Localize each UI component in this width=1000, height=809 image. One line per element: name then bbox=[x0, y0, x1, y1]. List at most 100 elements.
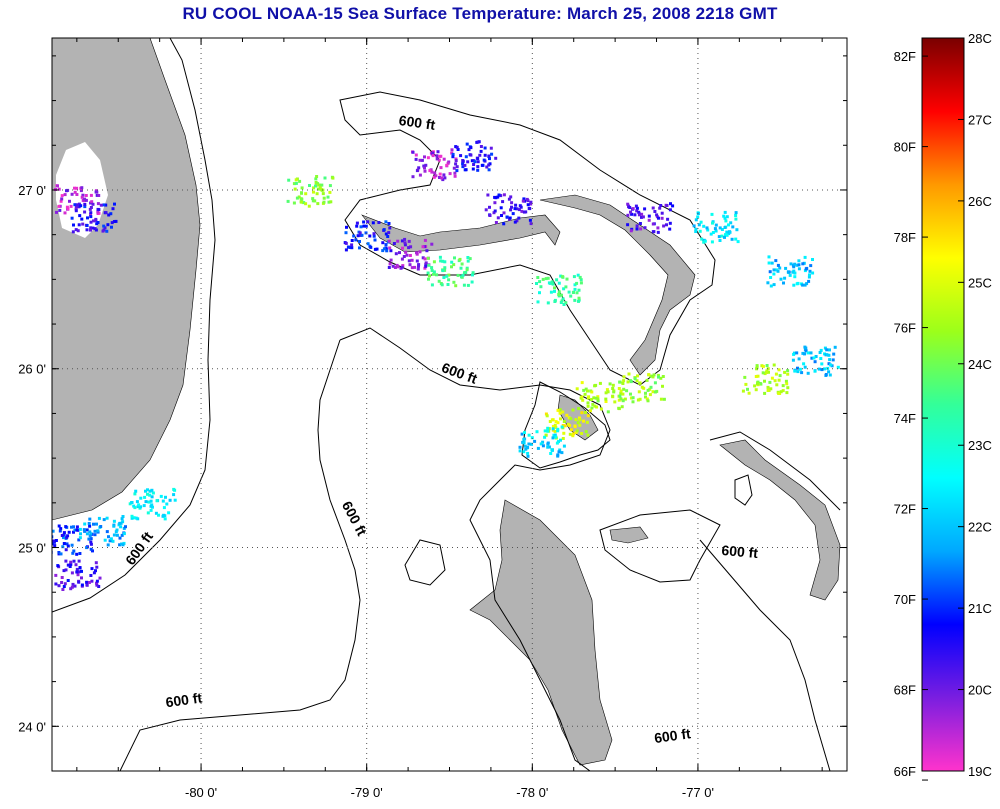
sst-pixel bbox=[73, 528, 77, 532]
sst-pixel bbox=[800, 371, 804, 375]
sst-pixel bbox=[453, 256, 456, 260]
fahrenheit-label: 78F bbox=[894, 230, 916, 245]
sst-pixel bbox=[668, 227, 672, 231]
sst-pixel bbox=[143, 495, 147, 499]
sst-pixel bbox=[820, 368, 824, 372]
sst-pixel bbox=[316, 187, 320, 191]
sst-pixel bbox=[71, 582, 75, 586]
sst-pixel bbox=[70, 525, 73, 529]
sst-pixel bbox=[95, 522, 98, 526]
sst-pixel bbox=[562, 303, 566, 306]
sst-pixel bbox=[60, 197, 64, 201]
fahrenheit-label: 74F bbox=[894, 411, 916, 426]
sst-pixel bbox=[358, 240, 361, 243]
sst-pixel bbox=[669, 202, 672, 206]
sst-pixel bbox=[793, 262, 797, 266]
sst-pixel bbox=[326, 195, 330, 199]
sst-pixel bbox=[461, 159, 465, 163]
sst-pixel bbox=[62, 536, 65, 540]
sst-pixel bbox=[72, 223, 75, 227]
sst-pixel bbox=[139, 505, 143, 509]
sst-pixel bbox=[563, 424, 567, 428]
sst-pixel bbox=[322, 196, 326, 200]
sst-pixel bbox=[655, 213, 659, 217]
sst-pixel bbox=[622, 379, 626, 383]
sst-pixel bbox=[443, 268, 447, 272]
sst-pixel bbox=[809, 351, 813, 355]
sst-pixel bbox=[761, 364, 765, 368]
sst-pixel bbox=[723, 210, 727, 214]
sst-pixel bbox=[702, 240, 706, 244]
sst-pixel bbox=[162, 513, 166, 517]
sst-pixel bbox=[811, 271, 815, 275]
sst-pixel bbox=[297, 195, 301, 199]
sst-pixel bbox=[461, 165, 465, 169]
sst-pixel bbox=[587, 395, 591, 399]
sst-pixel bbox=[352, 234, 356, 238]
sst-pixel bbox=[300, 197, 304, 201]
sst-pixel bbox=[62, 569, 66, 573]
sst-pixel bbox=[66, 544, 70, 548]
sst-pixel bbox=[618, 394, 622, 398]
sst-pixel bbox=[479, 145, 483, 148]
sst-pixel bbox=[428, 274, 431, 278]
sst-pixel bbox=[554, 420, 558, 424]
sst-pixel bbox=[304, 192, 308, 196]
sst-pixel bbox=[398, 251, 401, 255]
sst-pixel bbox=[79, 532, 82, 536]
sst-pixel bbox=[756, 382, 759, 386]
sst-pixel bbox=[485, 165, 489, 169]
sst-pixel bbox=[593, 384, 597, 388]
fahrenheit-label: 68F bbox=[894, 683, 916, 698]
sst-pixel bbox=[510, 205, 513, 209]
x-tick-label: -78 0' bbox=[516, 785, 548, 800]
sst-pixel bbox=[95, 565, 99, 569]
sst-pixel bbox=[754, 375, 758, 378]
sst-pixel bbox=[786, 270, 790, 274]
sst-pixel bbox=[354, 238, 358, 242]
sst-pixel bbox=[803, 269, 807, 273]
sst-pixel bbox=[768, 380, 772, 384]
sst-pixel bbox=[157, 513, 160, 517]
sst-pixel bbox=[52, 539, 56, 543]
sst-pixel bbox=[150, 495, 154, 499]
sst-pixel bbox=[791, 358, 795, 362]
sst-pixel bbox=[83, 210, 87, 214]
sst-pixel bbox=[407, 259, 411, 263]
sst-pixel bbox=[80, 583, 84, 587]
fahrenheit-label: 82F bbox=[894, 49, 916, 64]
sst-pixel bbox=[132, 516, 136, 520]
sst-pixel bbox=[88, 524, 92, 528]
sst-pixel bbox=[557, 450, 561, 454]
sst-pixel bbox=[804, 349, 808, 353]
sst-pixel bbox=[723, 226, 727, 229]
sst-pixel bbox=[583, 392, 587, 396]
sst-pixel bbox=[573, 287, 577, 291]
sst-pixel bbox=[63, 582, 67, 586]
sst-pixel bbox=[471, 273, 474, 277]
x-tick-label: -80 0' bbox=[185, 785, 217, 800]
sst-pixel bbox=[427, 263, 431, 267]
sst-pixel bbox=[78, 552, 82, 555]
sst-pixel bbox=[389, 249, 393, 253]
sst-pixel bbox=[819, 348, 823, 352]
sst-pixel bbox=[65, 535, 69, 539]
sst-pixel bbox=[522, 210, 526, 214]
sst-pixel bbox=[651, 230, 655, 234]
sst-pixel bbox=[471, 167, 475, 171]
sst-pixel bbox=[317, 183, 321, 187]
sst-pixel bbox=[555, 278, 559, 282]
sst-pixel bbox=[99, 203, 103, 207]
sst-pixel bbox=[121, 515, 125, 518]
sst-pixel bbox=[471, 271, 475, 275]
sst-pixel bbox=[106, 223, 110, 227]
sst-pixel bbox=[418, 250, 422, 254]
colorbar-gradient bbox=[921, 37, 965, 772]
sst-pixel bbox=[768, 270, 772, 274]
sst-pixel bbox=[96, 529, 100, 533]
sst-pixel bbox=[426, 271, 430, 275]
sst-pixel bbox=[149, 504, 153, 508]
sst-pixel bbox=[694, 230, 698, 233]
sst-pixel bbox=[362, 224, 366, 228]
sst-pixel bbox=[720, 234, 724, 238]
